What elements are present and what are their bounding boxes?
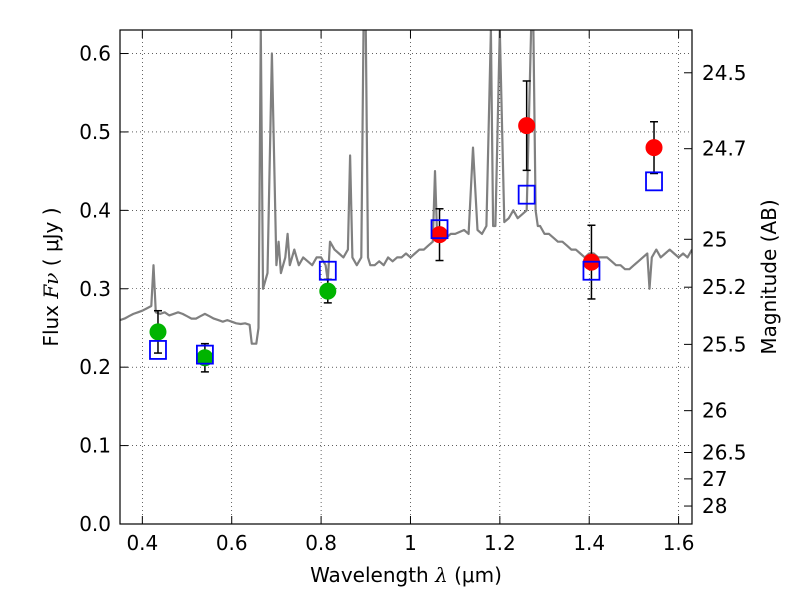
x-tick-label: 1.4 — [573, 531, 605, 555]
infrared-data-point — [518, 117, 536, 135]
magnitude-tick-label: 26.5 — [702, 440, 747, 464]
y-tick-label: 0.5 — [79, 120, 111, 144]
magnitude-tick-label: 25 — [702, 227, 727, 251]
plot-area — [120, 30, 692, 345]
magnitude-tick-label: 25.2 — [702, 275, 747, 299]
magnitude-tick-label: 25.5 — [702, 332, 747, 356]
magnitude-tick-label: 28 — [702, 494, 727, 518]
plot-frame — [119, 29, 693, 525]
model-photometry-square — [517, 184, 536, 205]
model-photometry-square — [430, 219, 449, 240]
model-photometry-square — [149, 340, 167, 360]
model-photometry-square — [318, 260, 337, 281]
model-photometry-square — [582, 260, 601, 281]
x-tick-label: 1 — [404, 531, 417, 555]
y-axis-label: Flux Fν ( μJy ) — [39, 207, 63, 346]
axes: 0.4 0.6 0.8 1 1.2 1.4 1.6 0.0 0.1 0.2 0.3 0.4 0.5 0.6… — [79, 30, 747, 555]
infrared-data-point — [645, 139, 663, 157]
magnitude-axis-label: Magnitude (AB) — [757, 199, 781, 354]
magnitude-tick-label: 24.5 — [702, 61, 747, 85]
model-photometry-square — [196, 344, 214, 365]
optical-data-point — [319, 282, 337, 300]
y-tick-label: 0.0 — [79, 512, 111, 536]
grid — [120, 30, 692, 525]
model-photometry-square — [645, 171, 663, 192]
x-tick-label: 0.8 — [305, 531, 337, 555]
spectrum-line — [120, 30, 692, 345]
y-tick-label: 0.6 — [79, 42, 111, 66]
x-tick-label: 0.6 — [216, 531, 248, 555]
infrared-data-point — [431, 226, 449, 244]
data-points — [149, 80, 663, 373]
x-tick-label: 1.6 — [663, 531, 695, 555]
y-tick-label: 0.4 — [79, 198, 111, 222]
x-tick-label: 0.4 — [126, 531, 158, 555]
optical-data-point — [149, 323, 167, 341]
x-tick-label: 1.2 — [484, 531, 516, 555]
magnitude-tick-label: 27 — [702, 467, 727, 491]
magnitude-tick-label: 24.7 — [702, 137, 747, 161]
y-tick-label: 0.2 — [79, 355, 111, 379]
y-tick-label: 0.1 — [79, 434, 111, 458]
y-tick-label: 0.3 — [79, 277, 111, 301]
x-axis-label: Wavelength λ (μm) — [310, 563, 502, 587]
magnitude-tick-label: 26 — [702, 399, 727, 423]
